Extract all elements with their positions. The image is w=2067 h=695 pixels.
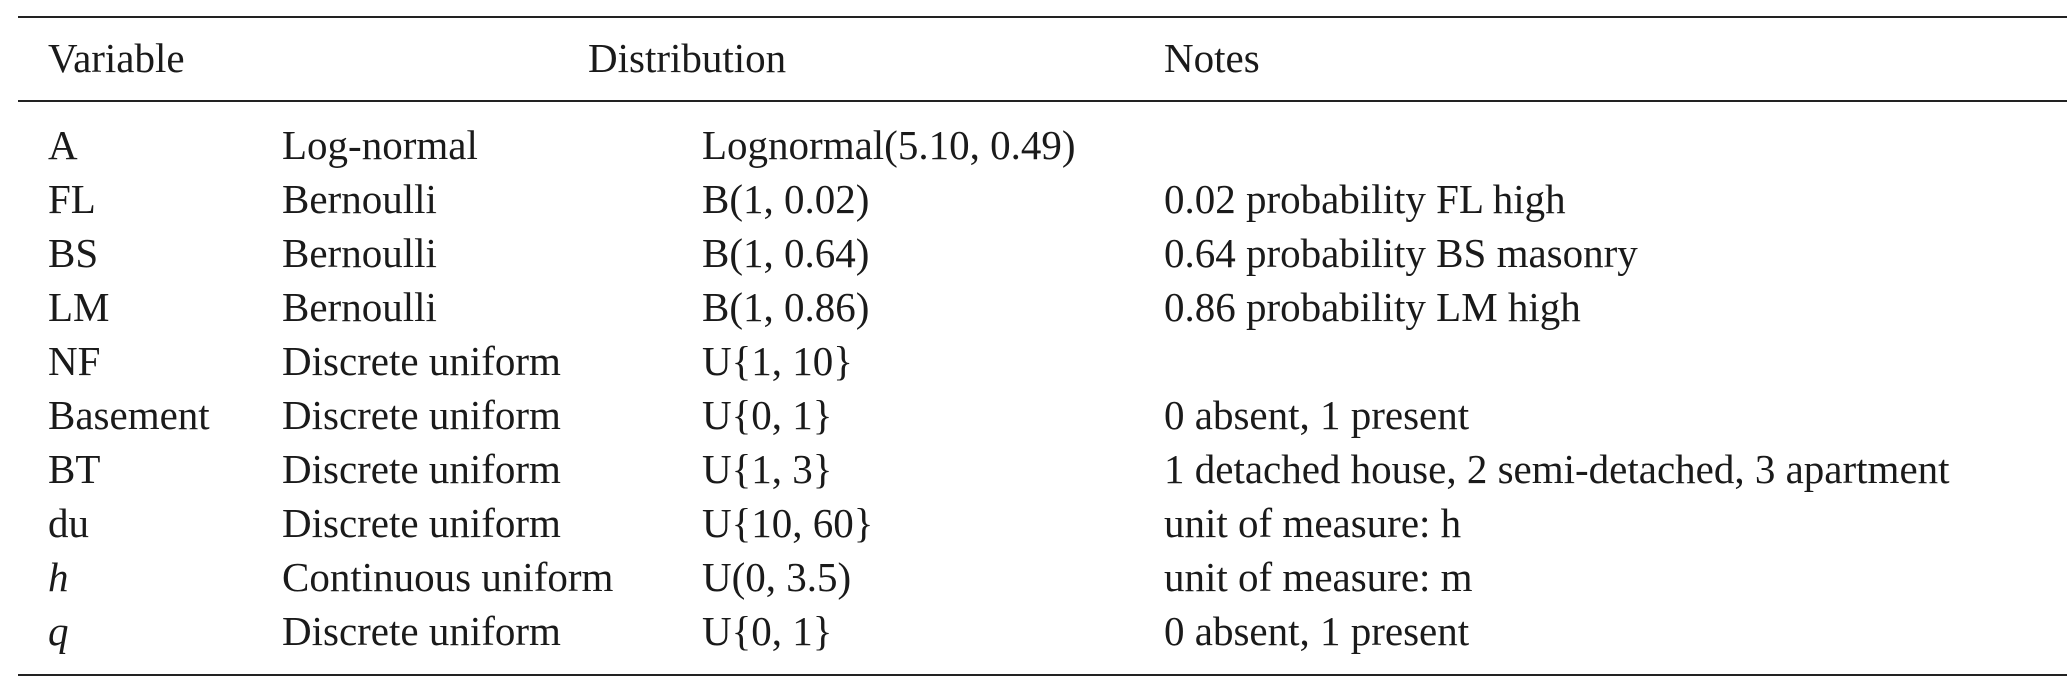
cell-variable: FL — [48, 176, 96, 222]
cell-distribution: Log-normal — [282, 122, 478, 168]
header-distribution: Distribution — [588, 35, 787, 81]
cell-parameters: U(0, 3.5) — [702, 554, 852, 600]
cell-notes: 0.64 probability BS masonry — [1164, 230, 1638, 276]
cell-variable: Basement — [48, 392, 210, 438]
cell-notes: unit of measure: m — [1164, 554, 1473, 600]
cell-distribution: Discrete uniform — [282, 608, 561, 654]
cell-notes: 0.86 probability LM high — [1164, 284, 1581, 330]
cell-variable: LM — [48, 284, 110, 330]
cell-notes: 1 detached house, 2 semi-detached, 3 apa… — [1164, 446, 1950, 492]
cell-parameters: Lognormal(5.10, 0.49) — [702, 122, 1076, 168]
cell-notes: 0 absent, 1 present — [1164, 608, 1470, 654]
cell-variable: NF — [48, 338, 101, 384]
cell-notes: 0.02 probability FL high — [1164, 176, 1566, 222]
cell-distribution: Bernoulli — [282, 176, 437, 222]
cell-variable: h — [48, 554, 69, 600]
cell-distribution: Discrete uniform — [282, 500, 561, 546]
cell-parameters: U{1, 10} — [702, 338, 853, 384]
table-header-rule — [18, 100, 2067, 102]
cell-variable: BT — [48, 446, 101, 492]
cell-parameters: U{0, 1} — [702, 392, 833, 438]
cell-distribution: Bernoulli — [282, 284, 437, 330]
cell-distribution: Discrete uniform — [282, 338, 561, 384]
header-notes: Notes — [1164, 35, 1260, 81]
header-variable: Variable — [48, 35, 185, 81]
cell-parameters: B(1, 0.86) — [702, 284, 870, 330]
cell-distribution: Discrete uniform — [282, 392, 561, 438]
cell-notes: unit of measure: h — [1164, 500, 1462, 546]
cell-distribution: Bernoulli — [282, 230, 437, 276]
cell-parameters: U{10, 60} — [702, 500, 874, 546]
cell-parameters: B(1, 0.02) — [702, 176, 870, 222]
table-top-rule — [18, 16, 2067, 18]
cell-variable: BS — [48, 230, 99, 276]
cell-variable: q — [48, 608, 69, 654]
cell-variable: A — [48, 122, 78, 168]
cell-parameters: U{1, 3} — [702, 446, 833, 492]
cell-parameters: U{0, 1} — [702, 608, 833, 654]
cell-distribution: Continuous uniform — [282, 554, 614, 600]
cell-parameters: B(1, 0.64) — [702, 230, 870, 276]
cell-distribution: Discrete uniform — [282, 446, 561, 492]
table-bottom-rule — [18, 674, 2067, 676]
cell-variable: du — [48, 500, 89, 546]
cell-notes: 0 absent, 1 present — [1164, 392, 1470, 438]
